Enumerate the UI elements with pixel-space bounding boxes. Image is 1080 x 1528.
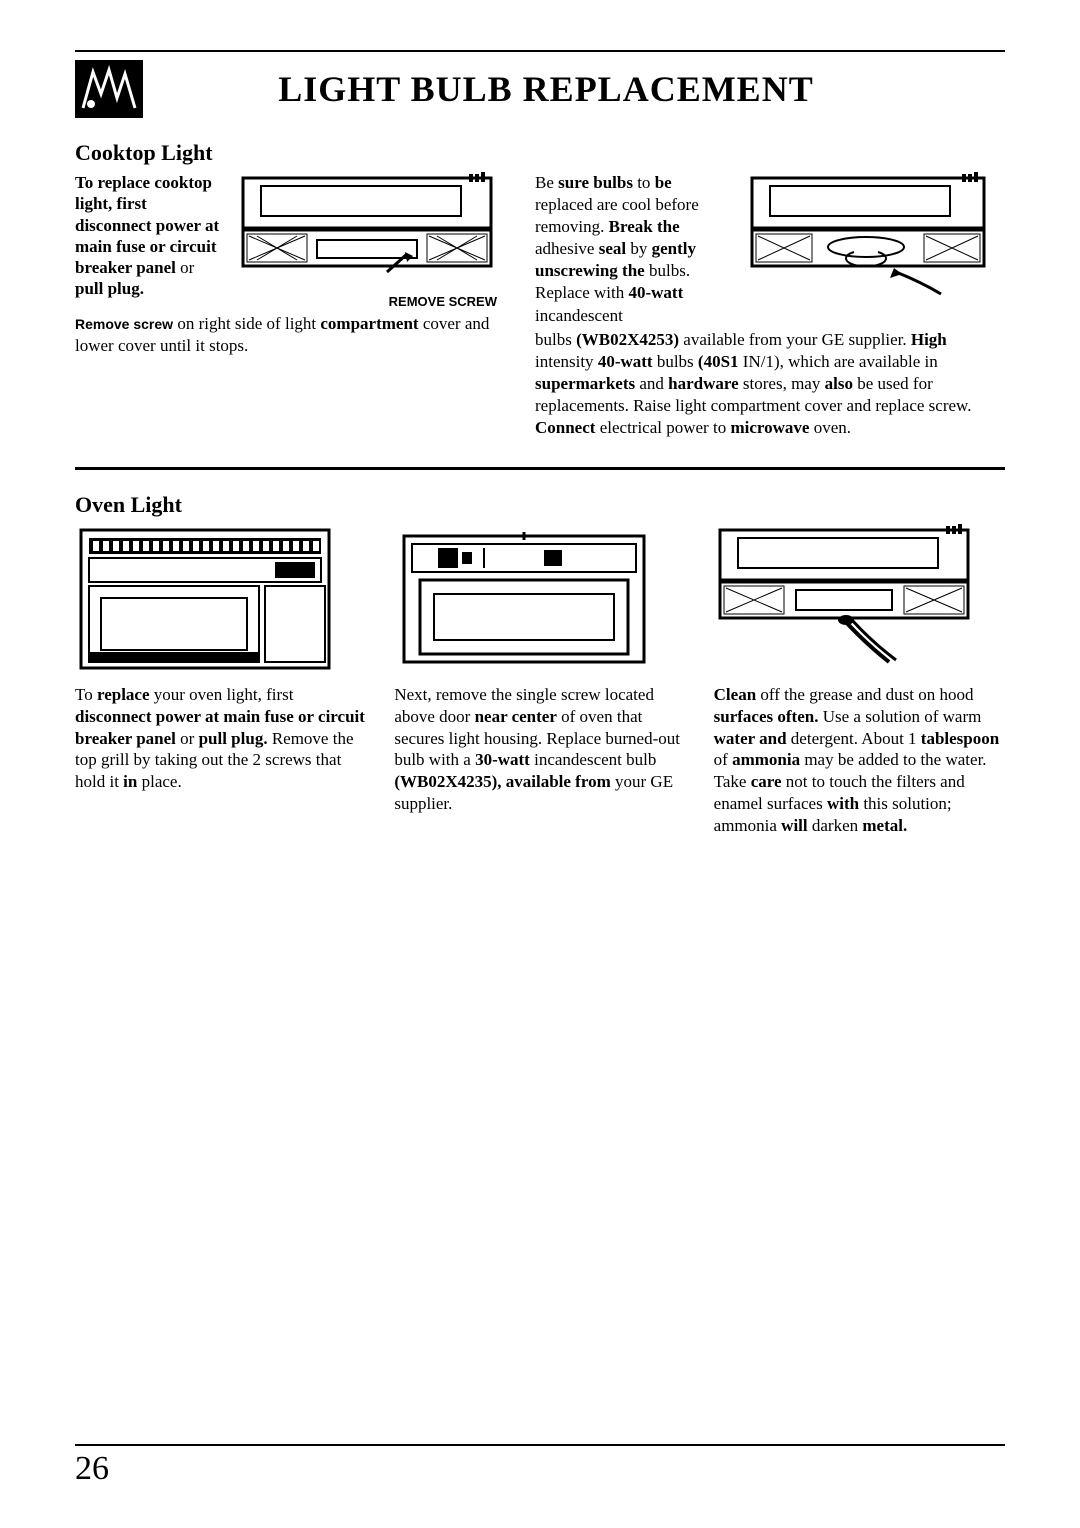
oven-figure-front [75, 524, 335, 674]
cooktop-section: To replace cooktop light, first disconne… [75, 172, 1005, 439]
cooktop-figure-unscrew-bulb [746, 172, 991, 302]
bottom-rule [75, 1444, 1005, 1446]
oven-col2-text: Next, remove the single screw located ab… [394, 684, 685, 815]
page-title: LIGHT BULB REPLACEMENT [155, 68, 1005, 110]
cooktop-left-column: To replace cooktop light, first disconne… [75, 172, 505, 439]
oven-column-1: To replace your oven light, first discon… [75, 524, 366, 836]
oven-col3-text: Clean off the grease and dust on hood su… [714, 684, 1005, 836]
ribbon-icon [75, 60, 143, 118]
oven-section: To replace your oven light, first discon… [75, 524, 1005, 836]
page-header: LIGHT BULB REPLACEMENT [75, 60, 1005, 118]
oven-heading: Oven Light [75, 492, 1005, 518]
top-rule [75, 50, 1005, 52]
cooktop-heading: Cooktop Light [75, 140, 1005, 166]
oven-col1-text: To replace your oven light, first discon… [75, 684, 366, 793]
remove-screw-lead: Remove screw [75, 316, 173, 332]
cooktop-remove-screw-text: Remove screw on right side of light comp… [75, 313, 505, 357]
section-divider [75, 467, 1005, 470]
cooktop-figure-remove-screw: REMOVE SCREW [237, 172, 497, 309]
cooktop-bulb-continue: bulbs (WB02X4253) available from your GE… [535, 329, 1005, 439]
oven-figure-screw [394, 524, 654, 674]
cooktop-bulb-text: Be sure bulbs to be replaced are cool be… [535, 172, 730, 327]
remove-screw-caption: REMOVE SCREW [237, 294, 497, 309]
cooktop-disconnect-text: To replace cooktop light, first disconne… [75, 172, 225, 300]
oven-column-3: Clean off the grease and dust on hood su… [714, 524, 1005, 836]
oven-column-2: Next, remove the single screw located ab… [394, 524, 685, 836]
page-number: 26 [75, 1450, 109, 1488]
oven-figure-clean [714, 524, 974, 674]
cooktop-right-column: Be sure bulbs to be replaced are cool be… [535, 172, 1005, 439]
